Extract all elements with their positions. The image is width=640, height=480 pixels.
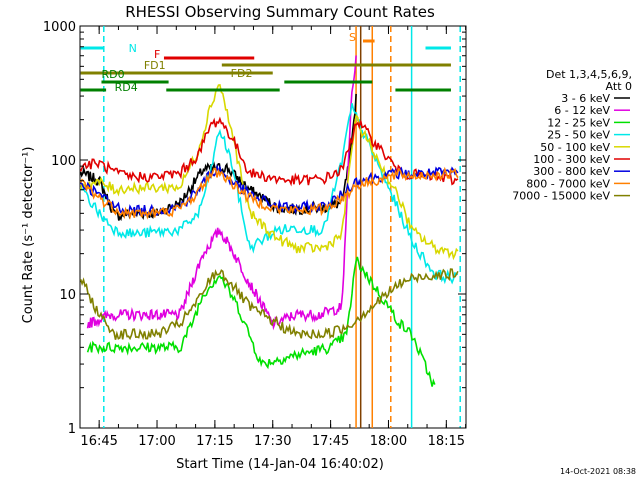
legend-entry-label: 7000 - 15000 keV bbox=[512, 190, 610, 203]
y-tick-label: 10 bbox=[59, 288, 76, 303]
y-axis-label: Count Rate (s⁻¹ detector⁻¹) bbox=[21, 147, 36, 324]
status-bar-label: F bbox=[154, 48, 160, 61]
series-line bbox=[79, 84, 459, 261]
series-layer bbox=[79, 55, 459, 387]
series-line bbox=[79, 103, 459, 285]
series-line bbox=[79, 166, 459, 221]
x-tick-label: 17:45 bbox=[312, 434, 349, 449]
legend-entry-label: 300 - 800 keV bbox=[533, 165, 610, 178]
series-line bbox=[79, 93, 357, 222]
series-line bbox=[86, 256, 436, 387]
legend-header-line-1: Det 1,3,4,5,6,9, bbox=[546, 68, 632, 81]
status-bar-label: RD4 bbox=[115, 81, 138, 94]
status-bar-label: FD1 bbox=[144, 59, 166, 72]
footer-timestamp: 14-Oct-2021 08:38 bbox=[560, 467, 636, 476]
status-bar-label: RD0 bbox=[101, 68, 124, 81]
legend-entry-label: 800 - 7000 keV bbox=[526, 177, 610, 190]
x-tick-label: 18:15 bbox=[428, 434, 465, 449]
status-bar-label: FD2 bbox=[231, 67, 253, 80]
y-tick-label: 1000 bbox=[43, 20, 76, 35]
legend-header-line-2: Att 0 bbox=[606, 80, 632, 93]
y-tick-label: 100 bbox=[51, 154, 76, 169]
x-tick-label: 17:15 bbox=[196, 434, 233, 449]
x-axis-label: Start Time (14-Jan-04 16:40:02) bbox=[176, 457, 384, 472]
status-bar-label: N bbox=[129, 42, 137, 55]
legend-entry-label: 25 - 50 keV bbox=[547, 129, 610, 142]
legend-entry-label: 3 - 6 keV bbox=[561, 92, 610, 105]
legend-entry-label: 12 - 25 keV bbox=[547, 116, 610, 129]
x-tick-label: 16:45 bbox=[80, 434, 117, 449]
x-tick-label: 18:00 bbox=[370, 434, 407, 449]
series-line bbox=[79, 268, 459, 341]
series-line bbox=[86, 55, 357, 331]
x-axis: 16:45 17:00 17:15 17:30 17:45 18:00 18:15 bbox=[80, 26, 467, 449]
legend-entry-label: 50 - 100 keV bbox=[540, 141, 610, 154]
x-tick-label: 17:00 bbox=[138, 434, 175, 449]
series-line bbox=[79, 116, 459, 187]
x-tick-label: 17:30 bbox=[254, 434, 291, 449]
status-bar-label: S bbox=[349, 31, 356, 44]
y-axis: 1 10 100 1000 bbox=[43, 20, 466, 437]
legend-entry-label: 6 - 12 keV bbox=[554, 104, 610, 117]
chart-title: RHESSI Observing Summary Count Rates bbox=[125, 3, 435, 21]
legend-entry-label: 100 - 300 keV bbox=[533, 153, 610, 166]
y-tick-label: 1 bbox=[68, 422, 76, 437]
